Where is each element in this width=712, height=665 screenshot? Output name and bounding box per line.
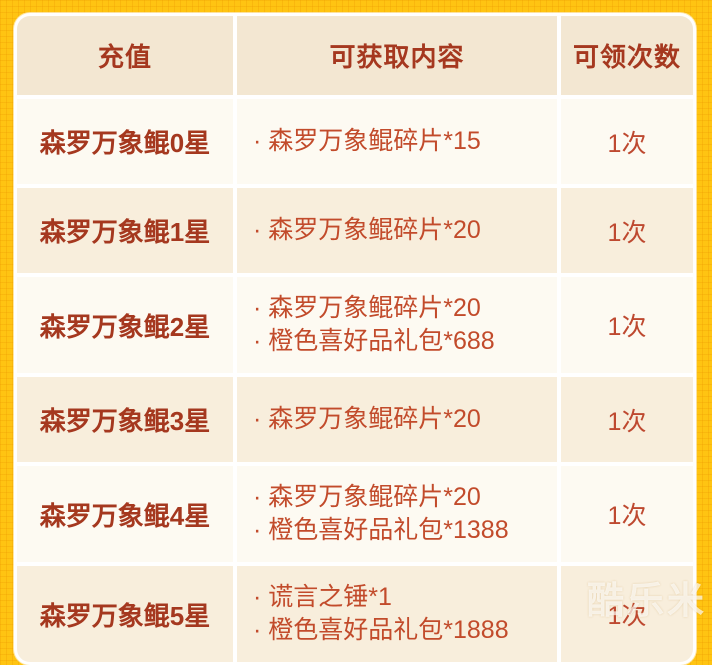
rewards-cell: · 森罗万象鲲碎片*15 — [237, 99, 557, 184]
claim-times-cell: 1次 — [561, 277, 693, 373]
column-header-claim-count: 可领次数 — [561, 16, 693, 95]
reward-item: · 森罗万象鲲碎片*20 — [253, 216, 481, 244]
reward-item: · 森罗万象鲲碎片*20 — [253, 483, 481, 511]
claim-times-cell: 1次 — [561, 377, 693, 462]
tier-cell: 森罗万象鲲0星 — [17, 99, 233, 184]
column-header-rewards: 可获取内容 — [237, 16, 557, 95]
claim-times-cell: 1次 — [561, 188, 693, 273]
rewards-cell: · 森罗万象鲲碎片*20 — [237, 188, 557, 273]
rewards-cell: · 森罗万象鲲碎片*20 — [237, 377, 557, 462]
tier-cell: 森罗万象鲲5星 — [17, 566, 233, 662]
reward-item: · 橙色喜好品礼包*1888 — [253, 616, 509, 644]
claim-times-cell: 1次 — [561, 99, 693, 184]
reward-item: · 橙色喜好品礼包*688 — [253, 327, 495, 355]
reward-item: · 森罗万象鲲碎片*20 — [253, 294, 481, 322]
column-header-recharge: 充值 — [17, 16, 233, 95]
claim-times-cell: 1次 — [561, 466, 693, 562]
rewards-cell: · 森罗万象鲲碎片*20 · 橙色喜好品礼包*688 — [237, 277, 557, 373]
rewards-cell: · 森罗万象鲲碎片*20 · 橙色喜好品礼包*1388 — [237, 466, 557, 562]
reward-item: · 森罗万象鲲碎片*15 — [253, 127, 481, 155]
tier-cell: 森罗万象鲲1星 — [17, 188, 233, 273]
rewards-grid: 充值 可获取内容 可领次数 森罗万象鲲0星 · 森罗万象鲲碎片*15 1次 森罗万象鲲… — [17, 16, 693, 662]
recharge-rewards-table: 充值 可获取内容 可领次数 森罗万象鲲0星 · 森罗万象鲲碎片*15 1次 森罗万象鲲… — [14, 13, 696, 665]
tier-cell: 森罗万象鲲2星 — [17, 277, 233, 373]
reward-item: · 橙色喜好品礼包*1388 — [253, 516, 509, 544]
tier-cell: 森罗万象鲲3星 — [17, 377, 233, 462]
reward-item: · 谎言之锤*1 — [253, 583, 392, 611]
reward-item: · 森罗万象鲲碎片*20 — [253, 405, 481, 433]
rewards-cell: · 谎言之锤*1 · 橙色喜好品礼包*1888 — [237, 566, 557, 662]
tier-cell: 森罗万象鲲4星 — [17, 466, 233, 562]
claim-times-cell: 1次 — [561, 566, 693, 662]
